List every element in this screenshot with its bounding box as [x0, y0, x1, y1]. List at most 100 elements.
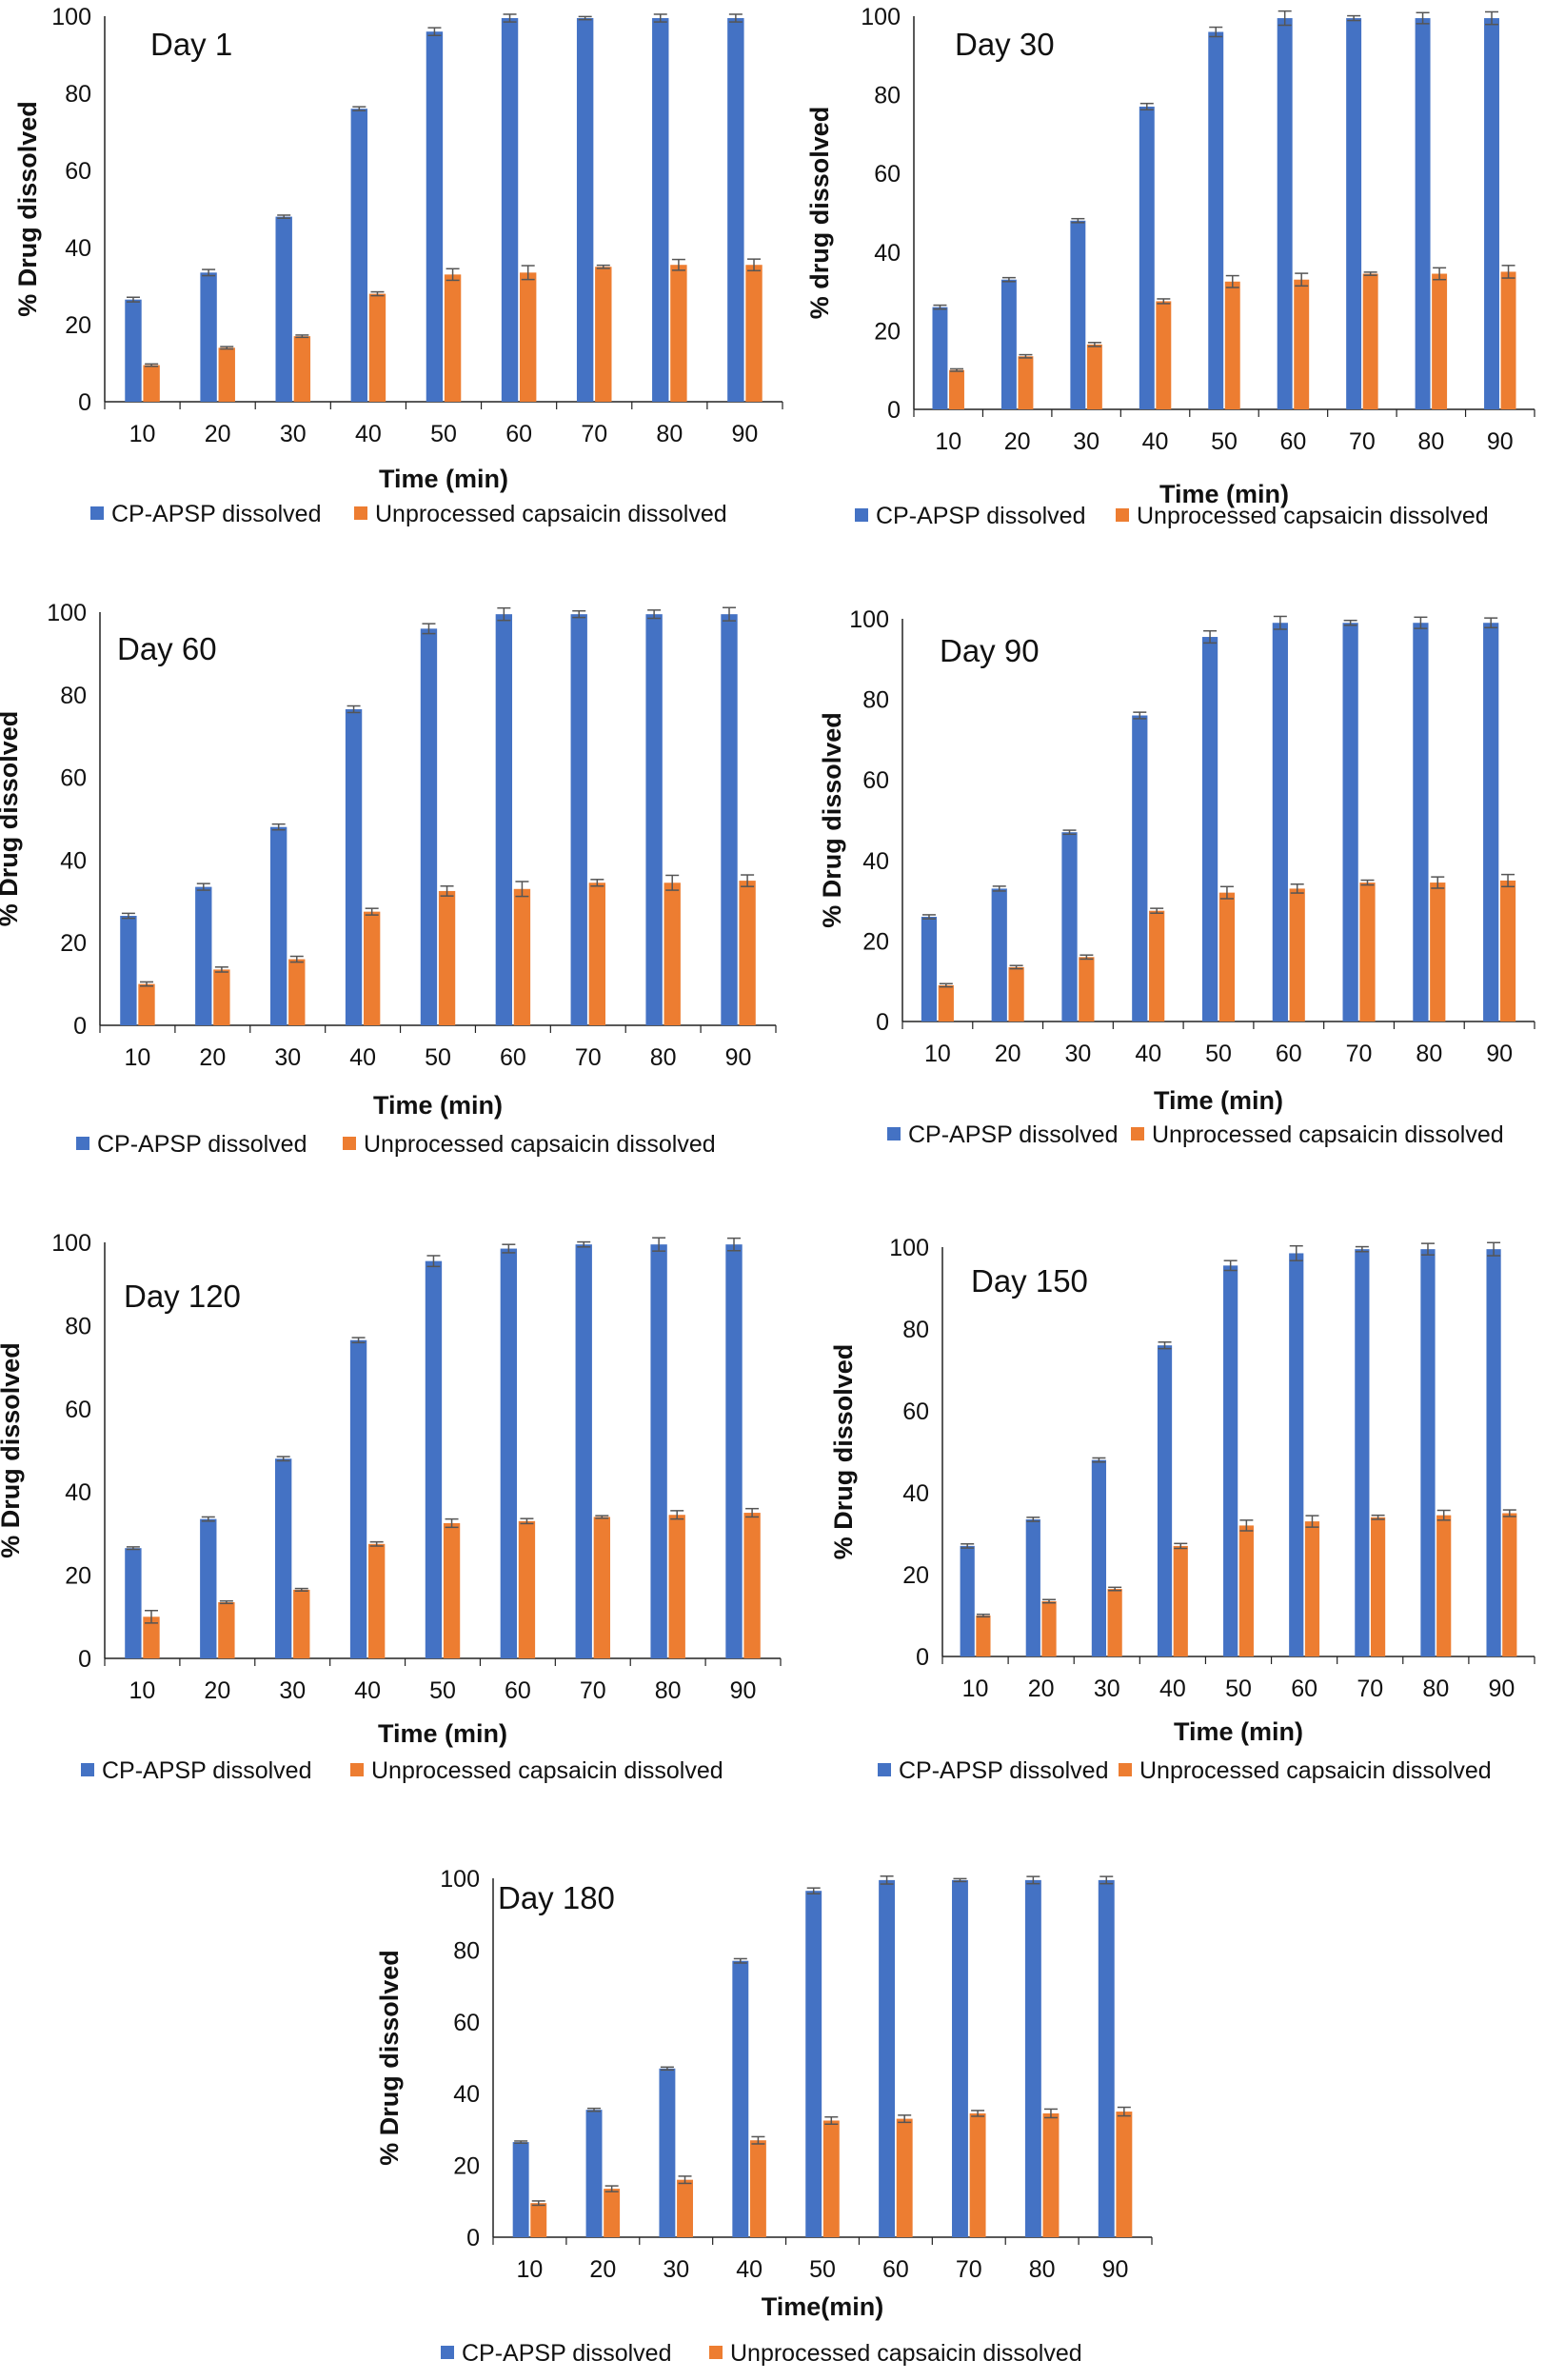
- x-tick-label: 50: [1205, 1041, 1232, 1067]
- bar-unprocessed-capsaicin: [143, 1616, 160, 1658]
- x-tick-label: 30: [279, 1677, 306, 1704]
- bar-cp-apsp: [125, 1548, 142, 1658]
- x-tick-label: 70: [575, 1044, 602, 1071]
- x-tick-label: 10: [129, 421, 156, 447]
- bar-unprocessed-capsaicin: [438, 890, 456, 1025]
- bar-unprocessed-capsaicin: [1294, 279, 1310, 409]
- x-tick-label: 60: [882, 2256, 909, 2283]
- bar-cp-apsp: [1000, 279, 1017, 409]
- x-tick-label: 40: [354, 1677, 381, 1704]
- x-tick-label: 70: [1349, 428, 1376, 455]
- y-tick-label: 80: [453, 1937, 480, 1964]
- bar-unprocessed-capsaicin: [1238, 1525, 1254, 1656]
- bar-cp-apsp: [1420, 1249, 1436, 1656]
- bar-unprocessed-capsaicin: [367, 1543, 386, 1658]
- x-tick-label: 80: [650, 1044, 677, 1071]
- y-tick-label: 100: [849, 606, 889, 633]
- bar-cp-apsp: [1413, 623, 1429, 1021]
- bar-cp-apsp: [1277, 18, 1293, 409]
- y-tick-label: 20: [453, 2153, 480, 2180]
- bar-unprocessed-capsaicin: [530, 2203, 547, 2237]
- x-tick-label: 40: [1135, 1041, 1161, 1067]
- x-tick-label: 80: [656, 421, 683, 447]
- bar-unprocessed-capsaicin: [1008, 966, 1024, 1021]
- x-tick-label: 70: [956, 2256, 982, 2283]
- legend-label: Unprocessed capsaicin dissolved: [1137, 503, 1489, 529]
- legend-label: CP-APSP dissolved: [111, 501, 321, 527]
- bar-unprocessed-capsaicin: [593, 1517, 611, 1658]
- bar-unprocessed-capsaicin: [1086, 344, 1102, 409]
- x-tick-label: 90: [1102, 2256, 1129, 2283]
- legend-swatch-cp-apsp: [878, 1763, 891, 1776]
- bar-unprocessed-capsaicin: [1359, 883, 1376, 1021]
- x-tick-label: 90: [1489, 1676, 1515, 1702]
- x-tick-label: 10: [935, 428, 961, 455]
- x-tick-label: 60: [505, 1677, 531, 1704]
- bar-cp-apsp: [200, 272, 217, 402]
- bar-cp-apsp: [1098, 1879, 1115, 2237]
- legend: CP-APSP dissolved Unprocessed capsaicin d…: [855, 503, 1489, 529]
- legend-label: Unprocessed capsaicin dissolved: [371, 1757, 723, 1784]
- bar-cp-apsp: [805, 1891, 822, 2237]
- y-axis-title: % Drug dissolved: [0, 711, 23, 927]
- legend-swatch-unprocessed-capsaicin: [1116, 508, 1129, 522]
- bar-cp-apsp: [349, 1339, 367, 1658]
- x-tick-label: 50: [1211, 428, 1238, 455]
- x-tick-label: 80: [655, 1677, 682, 1704]
- x-tick-label: 30: [1065, 1041, 1092, 1067]
- bar-unprocessed-capsaicin: [363, 911, 381, 1025]
- bar-unprocessed-capsaicin: [288, 959, 306, 1025]
- legend-swatch-unprocessed-capsaicin: [709, 2346, 723, 2359]
- legend-swatch-cp-apsp: [887, 1127, 901, 1140]
- bar-cp-apsp: [652, 18, 669, 403]
- bar-cp-apsp: [195, 886, 212, 1025]
- x-tick-label: 60: [1276, 1041, 1302, 1067]
- legend: CP-APSP dissolved Unprocessed capsaicin d…: [76, 1131, 716, 1158]
- y-tick-label: 60: [874, 161, 901, 188]
- y-tick-label: 0: [78, 1646, 91, 1673]
- bar-cp-apsp: [1483, 623, 1499, 1021]
- bar-unprocessed-capsaicin: [518, 1520, 536, 1658]
- legend-swatch-unprocessed-capsaicin: [1131, 1127, 1144, 1140]
- bar-cp-apsp: [1289, 1253, 1304, 1656]
- x-axis-title: Time (min): [379, 465, 508, 493]
- x-tick-label: 20: [1004, 428, 1031, 455]
- bar-unprocessed-capsaicin: [1430, 883, 1446, 1021]
- y-tick-label: 20: [874, 318, 901, 345]
- y-tick-label: 100: [47, 600, 87, 626]
- bar-unprocessed-capsaicin: [368, 293, 386, 402]
- bar-cp-apsp: [420, 628, 438, 1025]
- y-tick-label: 80: [65, 81, 91, 108]
- x-tick-label: 10: [125, 1044, 151, 1071]
- chart-day-panel-6: Day 150 0 20 40 60 80 100 10 20 30 40 50 60 70 80 90 % D…: [829, 1235, 1535, 1784]
- legend-swatch-unprocessed-capsaicin: [354, 506, 367, 520]
- y-axis-title: % Drug dissolved: [829, 1344, 858, 1560]
- y-tick-label: 60: [453, 2010, 480, 2036]
- legend-label: Unprocessed capsaicin dissolved: [375, 501, 727, 527]
- y-axis-title: % drug dissolved: [805, 107, 834, 320]
- x-tick-label: 90: [725, 1044, 752, 1071]
- legend-label: Unprocessed capsaicin dissolved: [730, 2340, 1082, 2367]
- chart-title: Day 90: [940, 633, 1040, 668]
- bar-cp-apsp: [275, 216, 292, 402]
- bar-cp-apsp: [345, 708, 363, 1025]
- legend-swatch-cp-apsp: [90, 506, 104, 520]
- bar-cp-apsp: [495, 614, 513, 1025]
- bar-unprocessed-capsaicin: [444, 274, 462, 402]
- bar-cp-apsp: [120, 915, 137, 1025]
- legend-swatch-unprocessed-capsaicin: [350, 1763, 364, 1776]
- bar-unprocessed-capsaicin: [519, 272, 537, 402]
- bar-unprocessed-capsaicin: [604, 2189, 621, 2237]
- x-tick-label: 80: [1417, 428, 1444, 455]
- bar-unprocessed-capsaicin: [1436, 1515, 1452, 1656]
- y-tick-label: 0: [466, 2225, 480, 2251]
- x-tick-label: 70: [1346, 1041, 1373, 1067]
- bar-unprocessed-capsaicin: [138, 983, 155, 1025]
- x-tick-label: 20: [589, 2256, 616, 2283]
- bar-unprocessed-capsaicin: [896, 2118, 913, 2237]
- y-tick-label: 40: [874, 240, 901, 267]
- y-tick-label: 60: [65, 158, 91, 185]
- bar-cp-apsp: [1024, 1879, 1041, 2237]
- bar-cp-apsp: [659, 2068, 676, 2237]
- x-tick-label: 20: [995, 1041, 1021, 1067]
